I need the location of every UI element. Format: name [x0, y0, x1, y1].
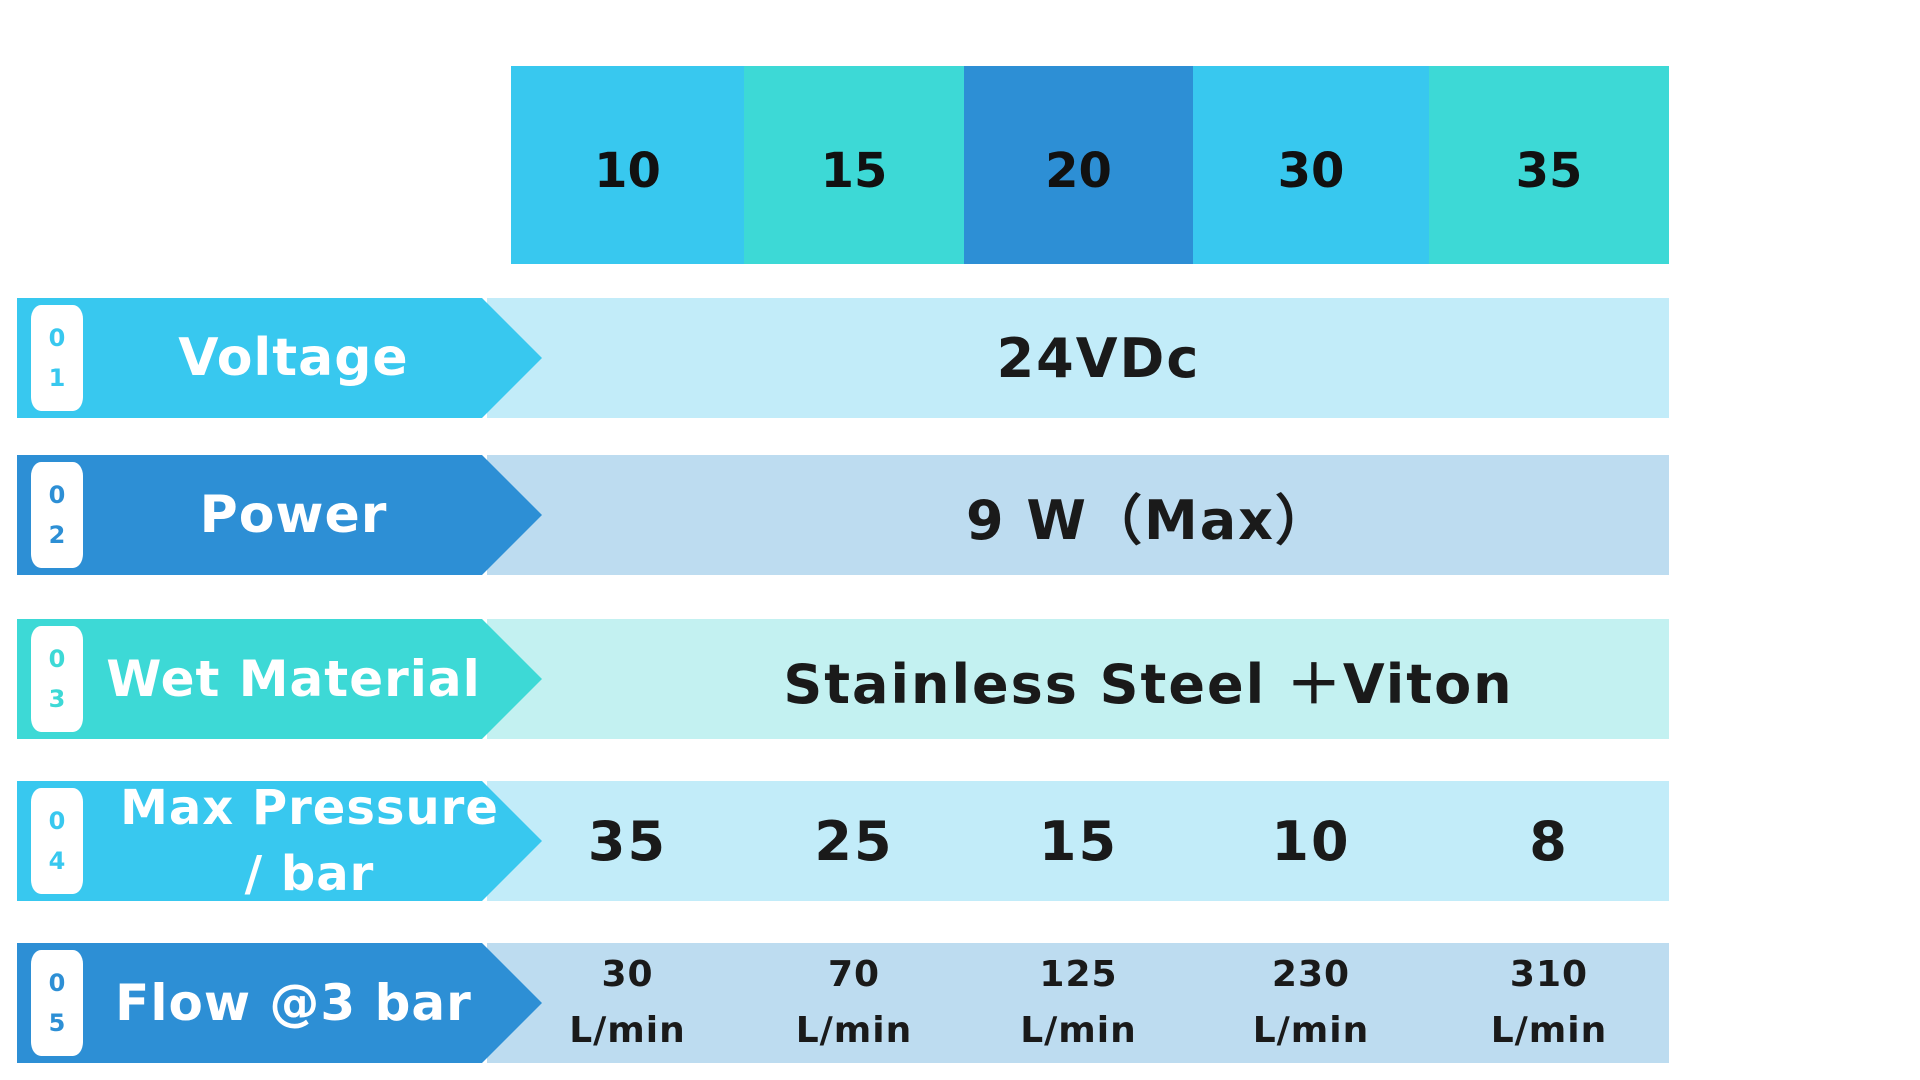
- flow-amount: 30: [601, 954, 654, 995]
- flow-amount: 230: [1271, 954, 1351, 995]
- model-cell-15: 15: [744, 66, 964, 264]
- model-cell-10: 10: [511, 66, 744, 264]
- badge-digit: 0: [48, 481, 66, 509]
- spec-row-max-pressure: 0 4 Max Pressure / bar 35 25 15 10 8: [17, 781, 1669, 901]
- flow-amount: 310: [1509, 954, 1589, 995]
- row-number-badge: 0 1: [31, 305, 83, 411]
- row-label-arrow: 0 3 Wet Material: [17, 619, 542, 739]
- row-label-arrow: 0 5 Flow @3 bar: [17, 943, 542, 1063]
- pressure-value: 35: [587, 809, 668, 873]
- pressure-value: 25: [814, 809, 894, 873]
- row-number-badge: 0 5: [31, 950, 83, 1056]
- row-label: Flow @3 bar: [115, 974, 472, 1032]
- model-label: 15: [820, 143, 888, 199]
- badge-digit: 3: [48, 685, 66, 713]
- pressure-value: 15: [1038, 809, 1119, 873]
- row-label: Voltage: [178, 328, 409, 388]
- flow-value: 230 L/min: [1193, 943, 1429, 1063]
- row-label: Power: [199, 485, 388, 545]
- model-label: 35: [1515, 143, 1583, 199]
- badge-digit: 0: [48, 969, 66, 997]
- value-band: [487, 455, 1669, 575]
- value-band: [487, 298, 1669, 418]
- model-cell-30: 30: [1193, 66, 1429, 264]
- row-label: Max Pressure / bar: [117, 781, 502, 901]
- pressure-values: 35 25 15 10 8: [511, 781, 1669, 901]
- row-label: Wet Material: [106, 650, 481, 708]
- model-cell-20: 20: [964, 66, 1193, 264]
- flow-unit: L/min: [1490, 1010, 1608, 1051]
- spec-row-power: 0 2 Power 9 W（Max）: [17, 455, 1669, 575]
- badge-digit: 0: [48, 645, 66, 673]
- badge-digit: 5: [48, 1009, 66, 1037]
- value-band: [487, 943, 1669, 1063]
- badge-digit: 0: [48, 324, 66, 352]
- model-cell-35: 35: [1429, 66, 1669, 264]
- value-band: [487, 781, 1669, 901]
- row-label-arrow: 0 2 Power: [17, 455, 542, 575]
- value-band: [487, 619, 1669, 739]
- power-value: 9 W（Max）: [966, 488, 1331, 552]
- model-header: 10 15 20 30 35: [511, 66, 1669, 264]
- spec-row-wet-material: 0 3 Wet Material Stainless Steel ＋Viton: [17, 619, 1669, 739]
- flow-value: 125 L/min: [964, 943, 1193, 1063]
- flow-value: 30 L/min: [511, 943, 744, 1063]
- flow-unit: L/min: [1020, 1010, 1137, 1051]
- spec-row-flow: 0 5 Flow @3 bar 30 L/min 70 L/min 125 L/…: [17, 943, 1669, 1063]
- flow-value: 310 L/min: [1429, 943, 1669, 1063]
- model-label: 30: [1277, 143, 1345, 199]
- row-label-line: / bar: [244, 846, 375, 902]
- wet-material-value: Stainless Steel ＋Viton: [783, 652, 1514, 716]
- voltage-value: 24VDc: [996, 326, 1201, 390]
- flow-value: 70 L/min: [744, 943, 964, 1063]
- row-label-line: Max Pressure: [120, 780, 499, 836]
- badge-digit: 4: [48, 847, 66, 875]
- flow-values: 30 L/min 70 L/min 125 L/min 230 L/min 31…: [511, 943, 1669, 1063]
- row-number-badge: 0 3: [31, 626, 83, 732]
- flow-unit: L/min: [795, 1010, 913, 1051]
- flow-amount: 70: [827, 954, 881, 995]
- pressure-value: 8: [1529, 809, 1569, 873]
- flow-unit: L/min: [569, 1010, 686, 1051]
- pressure-value: 10: [1271, 809, 1351, 873]
- badge-digit: 2: [48, 521, 66, 549]
- flow-amount: 125: [1039, 954, 1118, 995]
- flow-unit: L/min: [1252, 1010, 1370, 1051]
- badge-digit: 0: [48, 807, 66, 835]
- model-label: 10: [594, 143, 661, 199]
- row-label-arrow: 0 4 Max Pressure / bar: [17, 781, 542, 901]
- row-number-badge: 0 4: [31, 788, 83, 894]
- badge-digit: 1: [48, 364, 66, 392]
- model-label: 20: [1045, 143, 1112, 199]
- spec-row-voltage: 0 1 Voltage 24VDc: [17, 298, 1669, 418]
- row-label-arrow: 0 1 Voltage: [17, 298, 542, 418]
- row-number-badge: 0 2: [31, 462, 83, 568]
